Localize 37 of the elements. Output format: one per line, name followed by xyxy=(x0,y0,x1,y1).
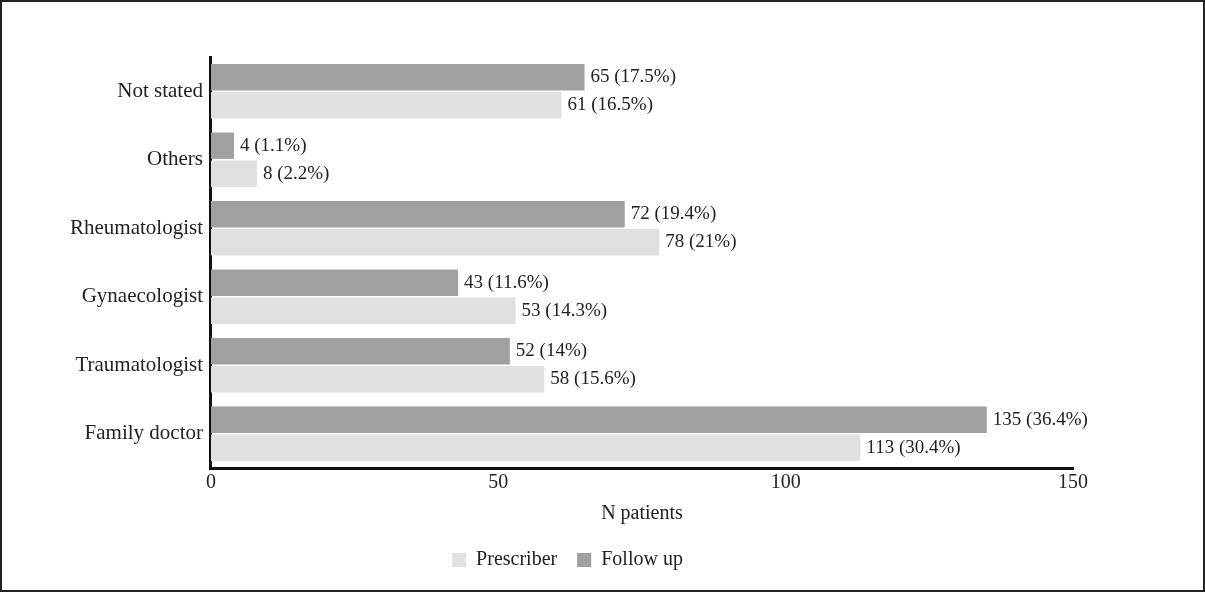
data-label: 72 (19.4%) xyxy=(630,202,717,225)
legend-label: Prescriber xyxy=(476,547,558,570)
bar xyxy=(210,64,585,91)
data-label: 61 (16.5%) xyxy=(567,93,654,116)
data-label: 4 (1.1%) xyxy=(239,133,307,156)
bar xyxy=(210,338,510,365)
data-label: 78 (21%) xyxy=(665,230,737,253)
bar xyxy=(210,201,625,228)
x-tick-label: 100 xyxy=(770,470,801,493)
x-axis-title: N patients xyxy=(601,501,684,525)
y-tick-label: Gynaecologist xyxy=(81,283,204,308)
x-tick-label: 50 xyxy=(488,470,509,493)
y-tick-label: Traumatologist xyxy=(75,351,204,376)
data-label: 113 (30.4%) xyxy=(866,435,961,458)
bar xyxy=(210,406,987,433)
data-label: 65 (17.5%) xyxy=(590,65,677,88)
y-tick-label: Not stated xyxy=(117,77,204,102)
data-label: 135 (36.4%) xyxy=(992,407,1088,430)
x-tick-label: 0 xyxy=(205,470,216,493)
bar xyxy=(210,366,545,393)
y-tick-label: Family doctor xyxy=(84,420,203,445)
data-label: 43 (11.6%) xyxy=(464,270,549,293)
legend-label: Follow up xyxy=(601,547,683,571)
data-label: 8 (2.2%) xyxy=(262,161,330,184)
bar xyxy=(210,269,459,296)
data-label: 53 (14.3%) xyxy=(521,298,608,321)
data-label: 58 (15.6%) xyxy=(550,367,636,390)
bar xyxy=(210,160,257,187)
bar xyxy=(210,229,660,256)
bar xyxy=(210,132,234,159)
bar xyxy=(210,297,516,324)
x-tick-label: 150 xyxy=(1058,470,1088,493)
bar xyxy=(210,92,562,119)
y-tick-label: Others xyxy=(146,146,203,171)
bar xyxy=(210,434,861,461)
data-label: 52 (14%) xyxy=(515,339,588,362)
y-tick-label: Rheumatologist xyxy=(69,214,204,239)
